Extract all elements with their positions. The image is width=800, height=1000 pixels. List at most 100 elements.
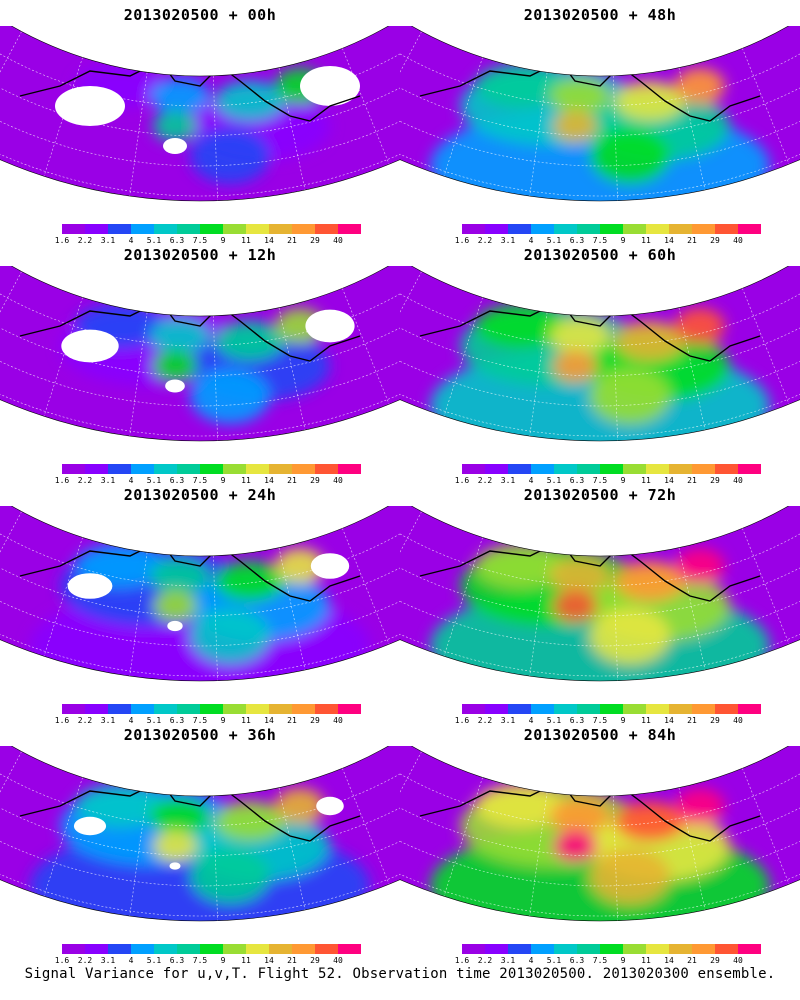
variance-contour (553, 350, 597, 382)
colorbar-labels: 1.6 2.2 3.1 4 5.1 6.3 7.5 9 11 14 21 29 40 (455, 716, 762, 726)
colorbar-label: 21 (287, 956, 297, 965)
colorbar-label: 7.5 (192, 716, 208, 725)
colorbar-swatch (177, 224, 200, 234)
variance-contour (675, 308, 725, 344)
figure-caption: Signal Variance for u,v,T. Flight 52. Ob… (24, 966, 776, 982)
colorbar-label: 29 (310, 236, 320, 245)
variance-contour (475, 304, 565, 348)
colorbar-swatch (292, 464, 315, 474)
low-variance-region (316, 796, 344, 816)
variance-map (400, 746, 800, 922)
variance-contour (275, 788, 325, 824)
colorbar-label: 21 (287, 476, 297, 485)
colorbar (62, 464, 361, 474)
colorbar-label: 5.1 (146, 716, 162, 725)
map-panel: 2013020500 + 36h 1.6 2.2 3.1 4 5.1 6.3 7.5 9 11 14… (0, 720, 400, 965)
colorbar-label: 21 (687, 716, 697, 725)
colorbar-label: 9 (620, 956, 626, 965)
colorbar-swatch (246, 464, 269, 474)
colorbar-swatch (577, 464, 600, 474)
colorbar-swatch (462, 944, 485, 954)
colorbar-swatch (223, 224, 246, 234)
colorbar-swatch (692, 944, 715, 954)
panel-title: 2013020500 + 12h (123, 246, 277, 264)
colorbar-swatch (554, 944, 577, 954)
colorbar-swatch (646, 464, 669, 474)
colorbar-label: 2.2 (77, 236, 93, 245)
colorbar-label: 5.1 (146, 236, 162, 245)
map-panel: 2013020500 + 48h 1.6 2.2 3.1 4 5.1 6.3 7.5 9 11 14… (400, 0, 800, 245)
colorbar-swatch (531, 464, 554, 474)
colorbar-label: 21 (687, 236, 697, 245)
colorbar-label: 7.5 (192, 236, 208, 245)
colorbar-label: 1.6 (54, 476, 70, 485)
colorbar-swatch (177, 944, 200, 954)
variance-contour (150, 78, 210, 114)
colorbar-label: 21 (287, 236, 297, 245)
colorbar-swatch (154, 224, 177, 234)
variance-contour (615, 321, 685, 361)
colorbar-label: 4 (128, 956, 134, 965)
colorbar-label: 2.2 (77, 956, 93, 965)
colorbar-swatch (669, 944, 692, 954)
variance-contour (215, 81, 285, 121)
colorbar-label: 11 (241, 476, 251, 485)
colorbar-label: 4 (128, 716, 134, 725)
colorbar-label: 11 (641, 956, 651, 965)
colorbar-label: 40 (733, 956, 743, 965)
colorbar-label: 29 (710, 476, 720, 485)
low-variance-region (73, 816, 107, 836)
colorbar-swatch (715, 944, 738, 954)
colorbar (62, 944, 361, 954)
colorbar-label: 3.1 (500, 236, 516, 245)
variance-contour (550, 798, 610, 834)
colorbar-swatch (315, 944, 338, 954)
colorbar-label: 5.1 (146, 956, 162, 965)
colorbar-label: 21 (287, 716, 297, 725)
colorbar-swatch (462, 224, 485, 234)
colorbar-label: 3.1 (500, 476, 516, 485)
colorbar-label: 5.1 (546, 476, 562, 485)
panel-title: 2013020500 + 60h (523, 246, 677, 264)
colorbar-swatch (623, 224, 646, 234)
colorbar-label: 7.5 (592, 956, 608, 965)
colorbar-swatch (85, 464, 108, 474)
colorbar-swatch (600, 704, 623, 714)
colorbar-label: 9 (220, 956, 226, 965)
colorbar-swatch (338, 944, 361, 954)
colorbar-label: 40 (333, 476, 343, 485)
colorbar-swatch (485, 944, 508, 954)
colorbar-label: 2.2 (477, 236, 493, 245)
colorbar-swatch (531, 224, 554, 234)
colorbar-label: 14 (664, 956, 674, 965)
colorbar-label: 29 (710, 236, 720, 245)
colorbar-label: 4 (528, 236, 534, 245)
colorbar-labels: 1.6 2.2 3.1 4 5.1 6.3 7.5 9 11 14 21 29 40 (55, 476, 362, 486)
variance-contour (615, 561, 685, 601)
colorbar-swatch (738, 224, 761, 234)
colorbar (62, 704, 361, 714)
colorbar-label: 1.6 (454, 236, 470, 245)
low-variance-region (61, 329, 119, 363)
variance-contour (615, 81, 685, 121)
variance-map (400, 26, 800, 202)
colorbar-swatch (715, 224, 738, 234)
colorbar-label: 1.6 (54, 956, 70, 965)
colorbar (62, 224, 361, 234)
colorbar-label: 14 (664, 236, 674, 245)
colorbar-swatch (462, 464, 485, 474)
colorbar-label: 14 (264, 476, 274, 485)
colorbar-label: 1.6 (54, 236, 70, 245)
colorbar-label: 7.5 (592, 476, 608, 485)
colorbar-swatch (246, 944, 269, 954)
variance-contour (615, 801, 685, 841)
colorbar-swatch (154, 704, 177, 714)
colorbar-swatch (269, 224, 292, 234)
colorbar-swatch (269, 704, 292, 714)
colorbar-label: 2.2 (477, 476, 493, 485)
colorbar-label: 11 (241, 716, 251, 725)
colorbar-label: 9 (620, 716, 626, 725)
low-variance-region (305, 309, 355, 343)
colorbar (462, 224, 761, 234)
variance-contour (675, 788, 725, 824)
